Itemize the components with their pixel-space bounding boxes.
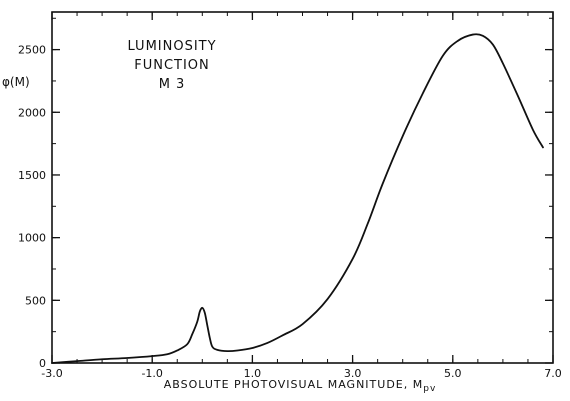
y-tick-label: 2500 bbox=[18, 44, 46, 57]
y-tick-label: 1500 bbox=[18, 169, 46, 182]
tick-labels: 0 500 1000 1500 2000 2500 -3.0 -1.0 1.0 3.0 5.0 7.0 bbox=[18, 44, 562, 380]
x-tick-label: -1.0 bbox=[141, 367, 162, 380]
x-tick-label: 1.0 bbox=[244, 367, 262, 380]
axis-ticks bbox=[51, 12, 554, 364]
y-axis-label: φ(M) bbox=[2, 75, 30, 89]
plot-frame bbox=[51, 11, 554, 364]
y-tick-label: 1000 bbox=[18, 232, 46, 245]
x-axis-label-subscript: pv bbox=[423, 384, 436, 394]
x-tick-label: -3.0 bbox=[41, 367, 62, 380]
luminosity-curve bbox=[51, 33, 544, 364]
chart-title-line: M 3 bbox=[159, 77, 186, 92]
x-axis-label-main: ABSOLUTE PHOTOVISUAL MAGNITUDE, M bbox=[164, 378, 424, 391]
x-tick-label: 7.0 bbox=[544, 367, 562, 380]
x-tick-label: 5.0 bbox=[444, 367, 462, 380]
chart-title: LUMINOSITY FUNCTION M 3 bbox=[127, 39, 216, 92]
y-tick-label: 0 bbox=[39, 357, 46, 370]
chart-title-line: LUMINOSITY bbox=[127, 39, 216, 54]
y-tick-label: 500 bbox=[25, 294, 46, 307]
chart-title-line: FUNCTION bbox=[134, 58, 210, 73]
x-tick-label: 3.0 bbox=[344, 367, 362, 380]
y-tick-label: 2000 bbox=[18, 106, 46, 119]
x-axis-label: ABSOLUTE PHOTOVISUAL MAGNITUDE, Mpv bbox=[164, 378, 437, 394]
